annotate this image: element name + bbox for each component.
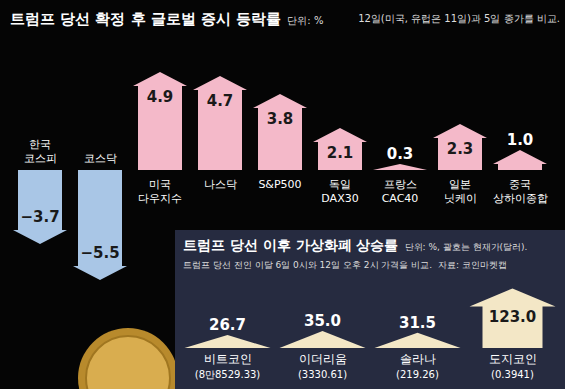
title-line: 트럼프 당선 확정 후 글로벌 증시 등락률 단위: % xyxy=(10,10,323,28)
note: 12일(미국, 유럽은 11일)과 5일 종가를 비교. xyxy=(358,13,560,24)
subtitle: 단위: %, 괄호는 현재가(달러). xyxy=(405,242,528,252)
source: 자료: 코인마켓캡 xyxy=(438,260,507,270)
data-label: 2.3 xyxy=(447,140,474,158)
subtitle: 단위: % xyxy=(287,15,323,26)
data-label: −5.5 xyxy=(80,244,119,262)
category-label: 솔라나 xyxy=(400,352,436,366)
data-label: −3.7 xyxy=(20,208,59,226)
price-label: (219.26) xyxy=(396,369,439,380)
price-label: (8만8529.33) xyxy=(195,369,261,380)
category-line: 독일 xyxy=(329,178,351,191)
category-line: 나스닥 xyxy=(204,178,237,191)
arrow-bar xyxy=(133,72,187,170)
arrow-bar xyxy=(433,124,487,170)
category-label: 독일DAX30 xyxy=(321,178,358,205)
arrow-bar xyxy=(373,164,427,170)
category-label: 일본닛케이 xyxy=(444,178,477,205)
data-label: 3.8 xyxy=(267,110,294,128)
data-label: 31.5 xyxy=(399,314,436,332)
data-label: 2.1 xyxy=(327,144,354,162)
title: 트럼프 당선 이후 가상화폐 상승률 xyxy=(183,237,399,253)
category-line: 다우지수 xyxy=(138,192,182,205)
note-line: 트럼프 당선 전인 이달 6일 0시와 12일 오후 2시 가격을 비교. 자료:… xyxy=(183,260,507,270)
category-line: 중국 xyxy=(509,178,531,191)
arrow-bar xyxy=(280,331,366,348)
arrow-bar xyxy=(185,335,271,348)
price-label: (0.3941) xyxy=(491,369,534,380)
category-line: CAC40 xyxy=(382,192,419,205)
arrow-bar xyxy=(470,288,556,348)
note: 트럼프 당선 전인 이달 6일 0시와 12일 오후 2시 가격을 비교. xyxy=(183,260,432,270)
category-label: S&P500 xyxy=(258,178,301,191)
category-label: 이더리움 xyxy=(299,352,347,366)
category-label: 비트코인 xyxy=(204,352,252,366)
arrow-bar xyxy=(253,94,307,170)
category-label: 도지코인 xyxy=(489,352,537,366)
data-label: 123.0 xyxy=(489,308,536,326)
arrow-bar xyxy=(493,150,547,170)
data-label: 0.3 xyxy=(387,145,414,163)
marks xyxy=(185,288,556,348)
arrow-bar xyxy=(375,333,461,348)
data-label: 4.7 xyxy=(207,92,234,110)
arrow-bar xyxy=(313,128,367,170)
marks xyxy=(13,72,547,280)
arrow-bar xyxy=(73,170,127,280)
category-label: 중국상하이종합 xyxy=(493,178,548,205)
data-label: 4.9 xyxy=(147,88,174,106)
category-label: 프랑스CAC40 xyxy=(382,178,419,205)
category-line: S&P500 xyxy=(258,178,301,191)
category-line: 프랑스 xyxy=(384,178,417,191)
data-label: 35.0 xyxy=(304,312,341,330)
category-line: 미국 xyxy=(149,178,171,191)
title-line: 트럼프 당선 이후 가상화폐 상승률 단위: %, 괄호는 현재가(달러). xyxy=(183,237,527,253)
arrow-bar xyxy=(13,170,67,244)
panel xyxy=(175,230,565,389)
data-label: 26.7 xyxy=(209,316,246,334)
price-label: (3330.61) xyxy=(298,369,347,380)
category-line: 코스닥 xyxy=(84,152,117,165)
category-label: 코스닥 xyxy=(84,152,117,165)
coin-inner xyxy=(86,336,170,389)
background xyxy=(0,0,565,389)
chart-canvas: 트럼프 당선 확정 후 글로벌 증시 등락률 단위: % 12일(미국, 유럽은 1… xyxy=(0,0,565,389)
category-line: 한국 xyxy=(29,138,51,151)
category-line: 코스피 xyxy=(24,152,57,165)
arrow-bar xyxy=(193,76,247,170)
category-label: 나스닥 xyxy=(204,178,237,191)
category-line: 상하이종합 xyxy=(493,192,548,205)
category-label: 한국코스피 xyxy=(24,138,57,165)
title: 트럼프 당선 확정 후 글로벌 증시 등락률 xyxy=(10,10,281,28)
data-label: 1.0 xyxy=(507,131,534,149)
category-line: 닛케이 xyxy=(444,192,477,205)
category-line: DAX30 xyxy=(321,192,358,205)
coin-image xyxy=(78,328,178,389)
category-line: 일본 xyxy=(449,178,471,191)
category-label: 미국다우지수 xyxy=(138,178,182,205)
